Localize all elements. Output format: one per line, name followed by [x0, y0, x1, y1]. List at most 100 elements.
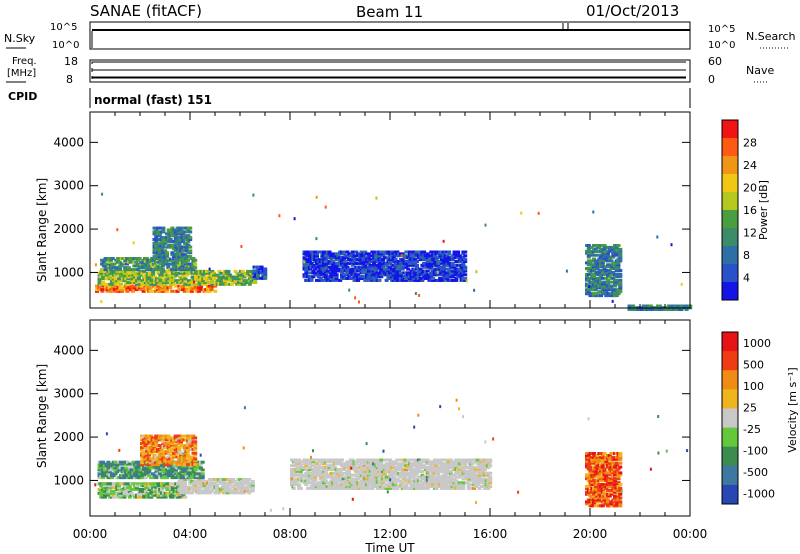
data-cell	[404, 486, 409, 490]
data-cell	[133, 468, 138, 472]
data-cell	[158, 472, 162, 476]
data-cell	[592, 269, 596, 273]
data-cell	[140, 472, 145, 476]
data-cell	[250, 489, 255, 493]
data-cell	[125, 258, 130, 262]
data-cell	[434, 464, 439, 468]
data-cell	[154, 277, 159, 281]
data-cell	[372, 469, 377, 473]
data-cell	[657, 308, 662, 311]
data-cell	[457, 464, 462, 468]
data-cell	[592, 276, 596, 280]
data-cell	[173, 446, 178, 449]
data-cell	[618, 269, 623, 273]
data-cell	[331, 486, 336, 490]
data-cell	[384, 477, 389, 481]
data-cell	[234, 481, 239, 485]
data-cell	[313, 479, 318, 483]
data-cell	[241, 491, 246, 495]
data-cell	[388, 252, 393, 256]
data-cell	[461, 261, 466, 265]
data-cell	[145, 461, 150, 465]
data-cell	[452, 477, 457, 481]
data-cell	[120, 288, 125, 292]
data-point	[208, 267, 211, 271]
data-cell	[110, 472, 114, 476]
data-cell	[309, 485, 314, 488]
freq-trace	[91, 61, 686, 64]
data-cell	[395, 271, 400, 275]
data-cell	[602, 244, 607, 247]
data-cell	[240, 483, 244, 487]
data-cell	[142, 491, 147, 495]
data-cell	[329, 479, 334, 483]
data-cell	[118, 495, 123, 499]
data-cell	[472, 471, 477, 475]
data-cell	[585, 475, 589, 479]
data-cell	[111, 289, 116, 293]
power-data	[94, 192, 693, 311]
data-cell	[182, 234, 187, 238]
data-cell	[422, 485, 427, 488]
data-cell	[463, 258, 468, 262]
data-cell	[600, 483, 605, 486]
data-cell	[193, 258, 198, 262]
data-cell	[263, 269, 268, 273]
data-cell	[160, 269, 165, 273]
data-cell	[108, 484, 113, 488]
data-cell	[593, 486, 598, 490]
data-cell	[187, 459, 192, 463]
data-cell	[160, 264, 165, 268]
data-cell	[111, 489, 116, 493]
data-cell	[472, 469, 477, 473]
data-cell	[194, 273, 199, 277]
data-cell	[373, 277, 378, 280]
data-cell	[188, 468, 193, 472]
data-cell	[101, 460, 106, 464]
data-cell	[136, 279, 141, 283]
data-cell	[377, 256, 382, 260]
data-cell	[138, 495, 143, 499]
data-cell	[586, 255, 591, 259]
data-cell	[183, 279, 188, 283]
data-cell	[390, 250, 394, 254]
data-cell	[151, 484, 156, 488]
beam-title: Beam 11	[356, 3, 423, 21]
data-cell	[313, 271, 318, 275]
data-cell	[222, 481, 227, 485]
data-cell	[411, 250, 416, 254]
data-cell	[99, 271, 104, 275]
data-cell	[329, 275, 334, 279]
data-cell	[359, 486, 364, 490]
data-cell	[186, 266, 190, 270]
data-cell	[447, 464, 452, 468]
data-cell	[135, 488, 139, 491]
data-cell	[182, 483, 187, 487]
data-cell	[257, 267, 262, 271]
data-cell	[192, 282, 197, 286]
data-cell	[154, 470, 159, 474]
data-cell	[127, 489, 132, 493]
data-cell	[157, 232, 162, 236]
data-cell	[263, 267, 268, 271]
data-cell	[616, 244, 621, 247]
data-cell	[213, 289, 218, 293]
data-cell	[161, 228, 166, 232]
data-cell	[120, 289, 125, 293]
data-cell	[600, 261, 605, 265]
data-cell	[599, 247, 603, 251]
data-cell	[110, 264, 115, 268]
data-cell	[304, 483, 309, 487]
data-cell	[215, 273, 220, 277]
data-cell	[104, 486, 109, 490]
data-cell	[172, 247, 177, 251]
data-cell	[391, 485, 396, 488]
data-cell	[365, 486, 369, 490]
data-cell	[382, 256, 387, 260]
data-cell	[181, 245, 186, 249]
data-cell	[604, 461, 609, 465]
data-cell	[465, 460, 469, 464]
data-cell	[593, 247, 598, 251]
data-cell	[174, 470, 178, 474]
data-cell	[132, 268, 137, 272]
